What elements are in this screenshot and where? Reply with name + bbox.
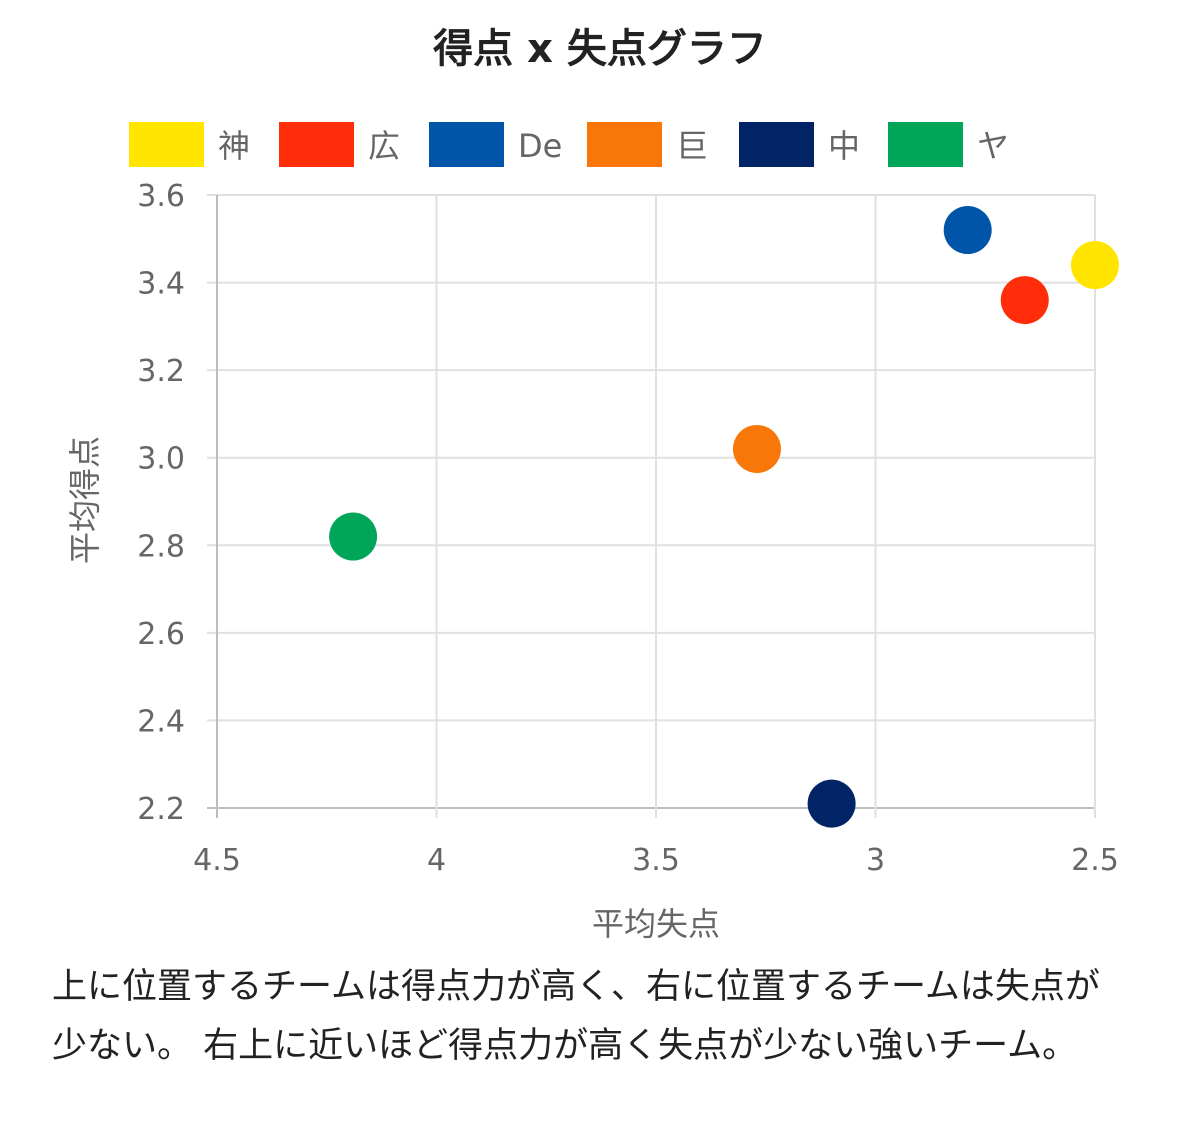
legend-swatch [279, 122, 354, 167]
legend-label: 巨 [676, 127, 708, 165]
chart-caption: 上に位置するチームは得点力が高く、右に位置するチームは失点が少ない。 右上に近い… [52, 967, 1100, 1066]
y-tick-label: 3.4 [137, 267, 185, 302]
chart-title: 得点 x 失点グラフ [433, 26, 767, 72]
scatter-chart: 得点 x 失点グラフ 神 広 De 巨 中 ヤ 3.6 3.4 3.2 3.0 2.8 2.6 2.4… [66, 26, 1119, 943]
x-tick-label: 3 [866, 843, 885, 878]
y-tick-label: 3.2 [137, 354, 185, 389]
data-point [807, 779, 856, 828]
chart-grid [207, 194, 1096, 818]
legend-label: 広 [368, 127, 400, 165]
y-tick-label: 2.4 [137, 704, 185, 739]
x-axis-label: 平均失点 [592, 905, 720, 943]
y-tick-label: 3.6 [137, 179, 185, 214]
data-points [329, 206, 1119, 828]
legend-label: De [518, 127, 562, 165]
legend-label: ヤ [977, 127, 1009, 165]
chart-legend: 神 広 De 巨 中 ヤ [129, 122, 1009, 167]
y-tick-label: 2.6 [137, 617, 185, 652]
x-tick-label: 4.5 [193, 843, 241, 878]
y-tick-label: 3.0 [137, 442, 185, 477]
x-tick-label: 2.5 [1071, 843, 1119, 878]
legend-label: 神 [218, 127, 250, 165]
legend-swatch [888, 122, 963, 167]
data-point [329, 512, 378, 561]
legend-swatch [129, 122, 204, 167]
legend-swatch [739, 122, 814, 167]
y-axis-tick-labels: 3.6 3.4 3.2 3.0 2.8 2.6 2.4 2.2 [137, 179, 185, 827]
x-axis-tick-labels: 4.5 4 3.5 3 2.5 [193, 843, 1119, 878]
data-point [943, 206, 992, 255]
x-tick-label: 4 [427, 843, 446, 878]
y-tick-label: 2.2 [137, 792, 185, 827]
legend-swatch [429, 122, 504, 167]
data-point [732, 424, 781, 473]
legend-swatch [587, 122, 662, 167]
legend-label: 中 [828, 127, 860, 165]
data-point [1071, 241, 1119, 290]
data-point [1000, 276, 1049, 325]
y-axis-label: 平均得点 [66, 436, 104, 564]
y-tick-label: 2.8 [137, 529, 185, 564]
x-tick-label: 3.5 [632, 843, 680, 878]
